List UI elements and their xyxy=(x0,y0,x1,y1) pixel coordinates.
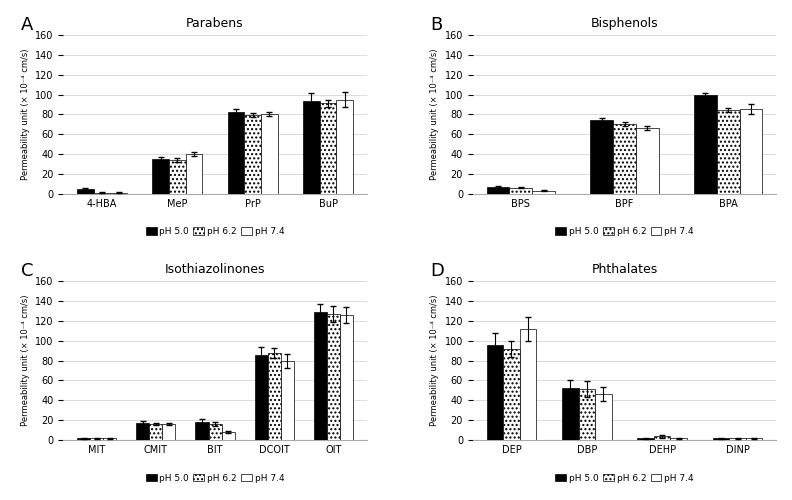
Bar xyxy=(694,94,717,194)
Bar xyxy=(93,193,110,194)
Bar xyxy=(77,189,93,194)
Text: B: B xyxy=(430,16,443,34)
Bar xyxy=(228,112,245,194)
Text: A: A xyxy=(21,16,33,34)
Bar xyxy=(486,187,509,194)
Bar xyxy=(261,114,277,194)
Bar xyxy=(268,352,280,440)
Bar xyxy=(110,193,127,194)
Bar xyxy=(595,394,611,440)
Bar xyxy=(136,423,150,440)
Bar xyxy=(503,348,520,440)
Bar xyxy=(245,116,261,194)
Bar xyxy=(740,110,763,194)
Legend: pH 5.0, pH 6.2, pH 7.4: pH 5.0, pH 6.2, pH 7.4 xyxy=(551,470,698,486)
Y-axis label: Permeability unit (× 10⁻⁴ cm/s): Permeability unit (× 10⁻⁴ cm/s) xyxy=(21,48,29,180)
Bar xyxy=(77,438,90,440)
Bar xyxy=(654,436,671,440)
Bar xyxy=(162,424,175,440)
Y-axis label: Permeability unit (× 10⁻⁴ cm/s): Permeability unit (× 10⁻⁴ cm/s) xyxy=(21,295,29,426)
Title: Bisphenols: Bisphenols xyxy=(591,16,658,30)
Bar xyxy=(746,438,763,440)
Bar xyxy=(729,438,746,440)
Bar xyxy=(613,124,636,194)
Bar xyxy=(196,422,208,440)
Title: Phthalates: Phthalates xyxy=(592,263,657,276)
Title: Parabens: Parabens xyxy=(186,16,244,30)
Bar xyxy=(532,191,555,194)
Legend: pH 5.0, pH 6.2, pH 7.4: pH 5.0, pH 6.2, pH 7.4 xyxy=(142,470,288,486)
Bar xyxy=(320,104,337,194)
Text: C: C xyxy=(21,262,33,280)
Bar xyxy=(638,438,654,440)
Bar xyxy=(520,329,536,440)
Bar xyxy=(578,390,595,440)
Bar xyxy=(713,438,729,440)
Bar xyxy=(562,388,578,440)
Bar xyxy=(208,424,222,440)
Bar xyxy=(340,315,353,440)
Bar xyxy=(671,438,687,440)
Bar xyxy=(717,110,740,194)
Bar xyxy=(337,100,353,194)
Bar xyxy=(327,314,340,440)
Legend: pH 5.0, pH 6.2, pH 7.4: pH 5.0, pH 6.2, pH 7.4 xyxy=(142,224,288,240)
Bar xyxy=(222,432,234,440)
Text: D: D xyxy=(430,262,444,280)
Legend: pH 5.0, pH 6.2, pH 7.4: pH 5.0, pH 6.2, pH 7.4 xyxy=(551,224,698,240)
Title: Isothiazolinones: Isothiazolinones xyxy=(165,263,265,276)
Bar xyxy=(280,360,294,440)
Bar xyxy=(590,120,613,194)
Bar xyxy=(636,128,659,194)
Y-axis label: Permeability unit (× 10⁻⁴ cm/s): Permeability unit (× 10⁻⁴ cm/s) xyxy=(430,295,439,426)
Bar xyxy=(255,354,268,440)
Bar xyxy=(153,159,169,194)
Bar xyxy=(303,100,320,194)
Bar xyxy=(103,438,116,440)
Bar xyxy=(150,424,162,440)
Bar xyxy=(314,312,327,440)
Bar xyxy=(486,344,503,440)
Bar xyxy=(185,154,202,194)
Bar xyxy=(169,160,185,194)
Bar xyxy=(90,438,103,440)
Bar xyxy=(509,188,532,194)
Y-axis label: Permeability unit (× 10⁻⁴ cm/s): Permeability unit (× 10⁻⁴ cm/s) xyxy=(430,48,439,180)
